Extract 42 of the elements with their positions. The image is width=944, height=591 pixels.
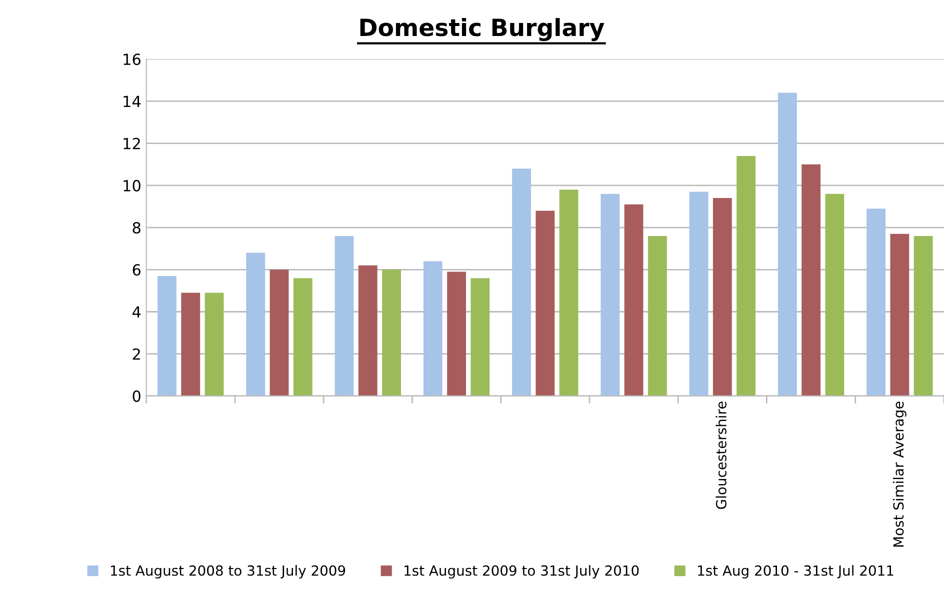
- bar: [270, 270, 289, 396]
- bar: [736, 156, 756, 396]
- bar: [512, 168, 531, 396]
- x-tick-label: Most Similar Average: [892, 402, 906, 547]
- chart-title: Domestic Burglary: [360, 18, 604, 42]
- bar: [914, 236, 933, 396]
- legend-label: 1st Aug 2010 - 31st Jul 2011: [698, 565, 894, 578]
- legend-label: 1st August 2009 to 31st July 2010: [404, 565, 639, 578]
- bar: [204, 292, 224, 396]
- bar: [423, 261, 442, 396]
- bar: [246, 252, 266, 396]
- bar: [181, 292, 200, 396]
- bar: [689, 192, 708, 396]
- bar: [382, 270, 401, 396]
- bar: [536, 210, 555, 396]
- bar: [778, 92, 797, 396]
- y-tick-label: 14: [124, 96, 141, 108]
- bar: [447, 272, 466, 396]
- y-tick-label: 4: [132, 306, 141, 318]
- y-tick-label: 12: [124, 138, 140, 150]
- bar: [559, 190, 578, 396]
- y-tick-label: 10: [124, 180, 140, 192]
- bar: [802, 164, 821, 396]
- bar: [600, 194, 620, 396]
- y-tick-label: 2: [132, 348, 140, 360]
- bar: [358, 265, 378, 396]
- bar: [158, 276, 176, 396]
- bar: [648, 236, 667, 396]
- bar: [825, 194, 844, 396]
- y-tick-label: 8: [132, 222, 140, 234]
- bar: [866, 208, 886, 396]
- bar: [624, 204, 644, 396]
- y-tick-label: 6: [132, 264, 140, 276]
- bar: [712, 198, 732, 396]
- y-tick-label: 16: [124, 54, 140, 66]
- legend-label: 1st August 2008 to 31st July 2009: [111, 565, 346, 578]
- bar: [293, 278, 312, 396]
- bar: [890, 234, 910, 396]
- bar: [470, 278, 490, 396]
- bar: [334, 236, 354, 396]
- y-tick-label: 0: [132, 390, 140, 402]
- x-tick-label: Gloucestershire: [716, 402, 726, 509]
